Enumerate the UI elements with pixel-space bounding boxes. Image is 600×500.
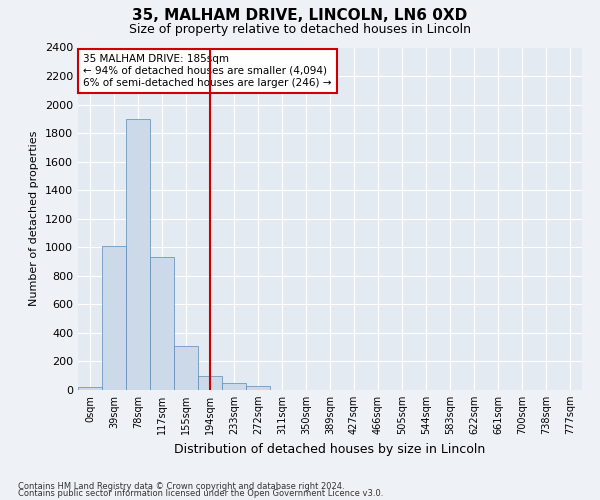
Bar [126, 119, 150, 390]
Text: Contains public sector information licensed under the Open Government Licence v3: Contains public sector information licen… [18, 490, 383, 498]
Text: 35 MALHAM DRIVE: 185sqm
← 94% of detached houses are smaller (4,094)
6% of semi-: 35 MALHAM DRIVE: 185sqm ← 94% of detache… [83, 54, 332, 88]
Bar [198, 376, 222, 390]
Text: 35, MALHAM DRIVE, LINCOLN, LN6 0XD: 35, MALHAM DRIVE, LINCOLN, LN6 0XD [133, 8, 467, 22]
Y-axis label: Number of detached properties: Number of detached properties [29, 131, 40, 306]
Bar [222, 383, 246, 390]
Bar [78, 387, 102, 390]
Text: Contains HM Land Registry data © Crown copyright and database right 2024.: Contains HM Land Registry data © Crown c… [18, 482, 344, 491]
X-axis label: Distribution of detached houses by size in Lincoln: Distribution of detached houses by size … [175, 442, 485, 456]
Bar [174, 346, 198, 390]
Bar [246, 386, 270, 390]
Bar [150, 258, 174, 390]
Text: Size of property relative to detached houses in Lincoln: Size of property relative to detached ho… [129, 22, 471, 36]
Bar [102, 246, 126, 390]
